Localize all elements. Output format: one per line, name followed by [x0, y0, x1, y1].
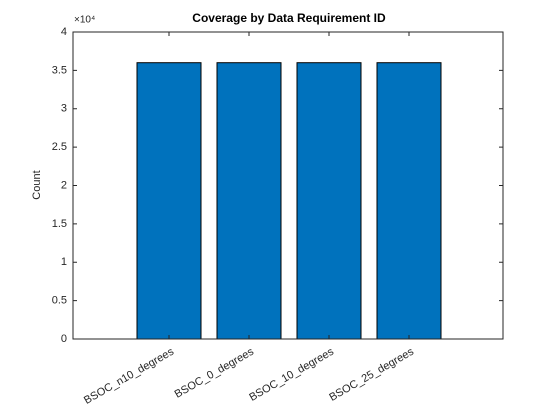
bar [216, 62, 282, 340]
bar [296, 62, 362, 340]
y-tick-label: 3.5 [52, 64, 67, 76]
axes-box [72, 31, 504, 340]
y-tick-label: 2 [61, 179, 67, 191]
y-axis-label: Count [31, 170, 43, 199]
bar [376, 62, 442, 340]
bar [136, 62, 202, 340]
y-tick-label: 3 [61, 103, 67, 115]
y-tick-label: 1.5 [52, 218, 67, 230]
chart-title: Coverage by Data Requirement ID [192, 11, 386, 25]
y-tick-label: 4 [61, 26, 67, 38]
y-tick-label: 1 [61, 256, 67, 268]
y-exponent-label: ×10⁴ [74, 15, 95, 26]
y-tick-label: 2.5 [52, 141, 67, 153]
y-tick-label: 0 [61, 333, 67, 345]
y-tick-label: 0.5 [52, 295, 67, 307]
